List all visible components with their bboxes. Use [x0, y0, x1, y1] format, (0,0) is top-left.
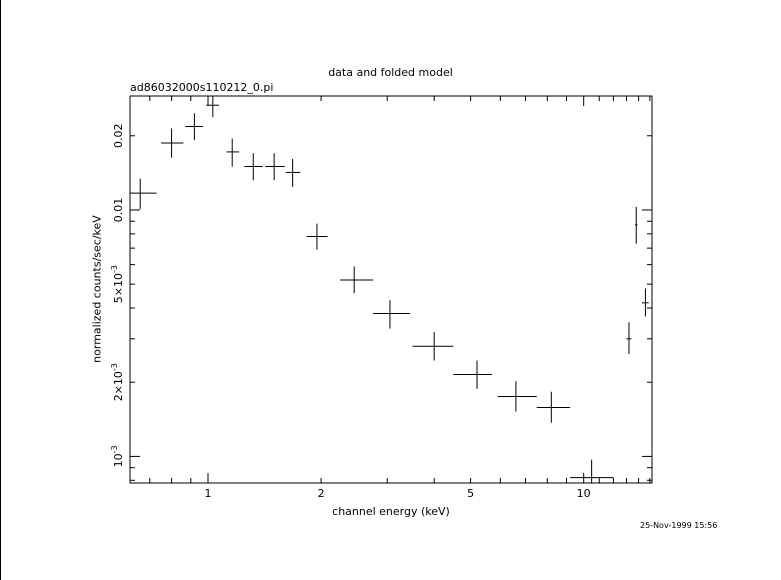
axis-tick-labels: 1 2 5 10 10-3 2×10-3 5×10-3 0.01 0.02: [110, 124, 591, 500]
data-point: [570, 459, 614, 483]
data-point: [265, 153, 285, 181]
data-point: [642, 288, 649, 317]
data-point: [453, 360, 492, 389]
y-tick-label: 5×10-3: [110, 265, 125, 303]
timestamp: 25-Nov-1999 15:56: [640, 521, 718, 530]
data-point: [626, 322, 632, 355]
axis-ticks: [130, 96, 652, 483]
data-point: [306, 223, 328, 250]
x-tick-label: 1: [204, 487, 211, 500]
x-tick-label: 5: [467, 487, 474, 500]
data-point: [130, 178, 157, 209]
data-point: [373, 300, 411, 329]
chart-title: data and folded model: [328, 66, 453, 79]
y-tick-label: 0.01: [112, 198, 125, 223]
data-point: [635, 206, 638, 244]
data-point: [161, 128, 184, 158]
data-points: [130, 96, 649, 483]
data-point: [226, 138, 240, 167]
x-axis-label: channel energy (keV): [332, 505, 450, 518]
data-point: [340, 266, 374, 294]
left-border-line: [0, 0, 1, 580]
y-tick-label: 2×10-3: [110, 363, 125, 401]
data-point: [285, 158, 301, 187]
y-tick-label: 10-3: [110, 445, 125, 467]
chart-subtitle: ad86032000s110212_0.pi: [130, 81, 274, 94]
data-point: [497, 381, 537, 412]
data-point: [412, 331, 454, 361]
data-point: [536, 391, 571, 423]
x-tick-label: 2: [318, 487, 325, 500]
x-tick-label: 10: [577, 487, 591, 500]
data-point: [244, 153, 263, 181]
plot-frame: [129, 95, 653, 484]
data-point: [206, 96, 220, 118]
y-tick-label: 0.02: [112, 124, 125, 149]
data-point: [185, 113, 204, 141]
